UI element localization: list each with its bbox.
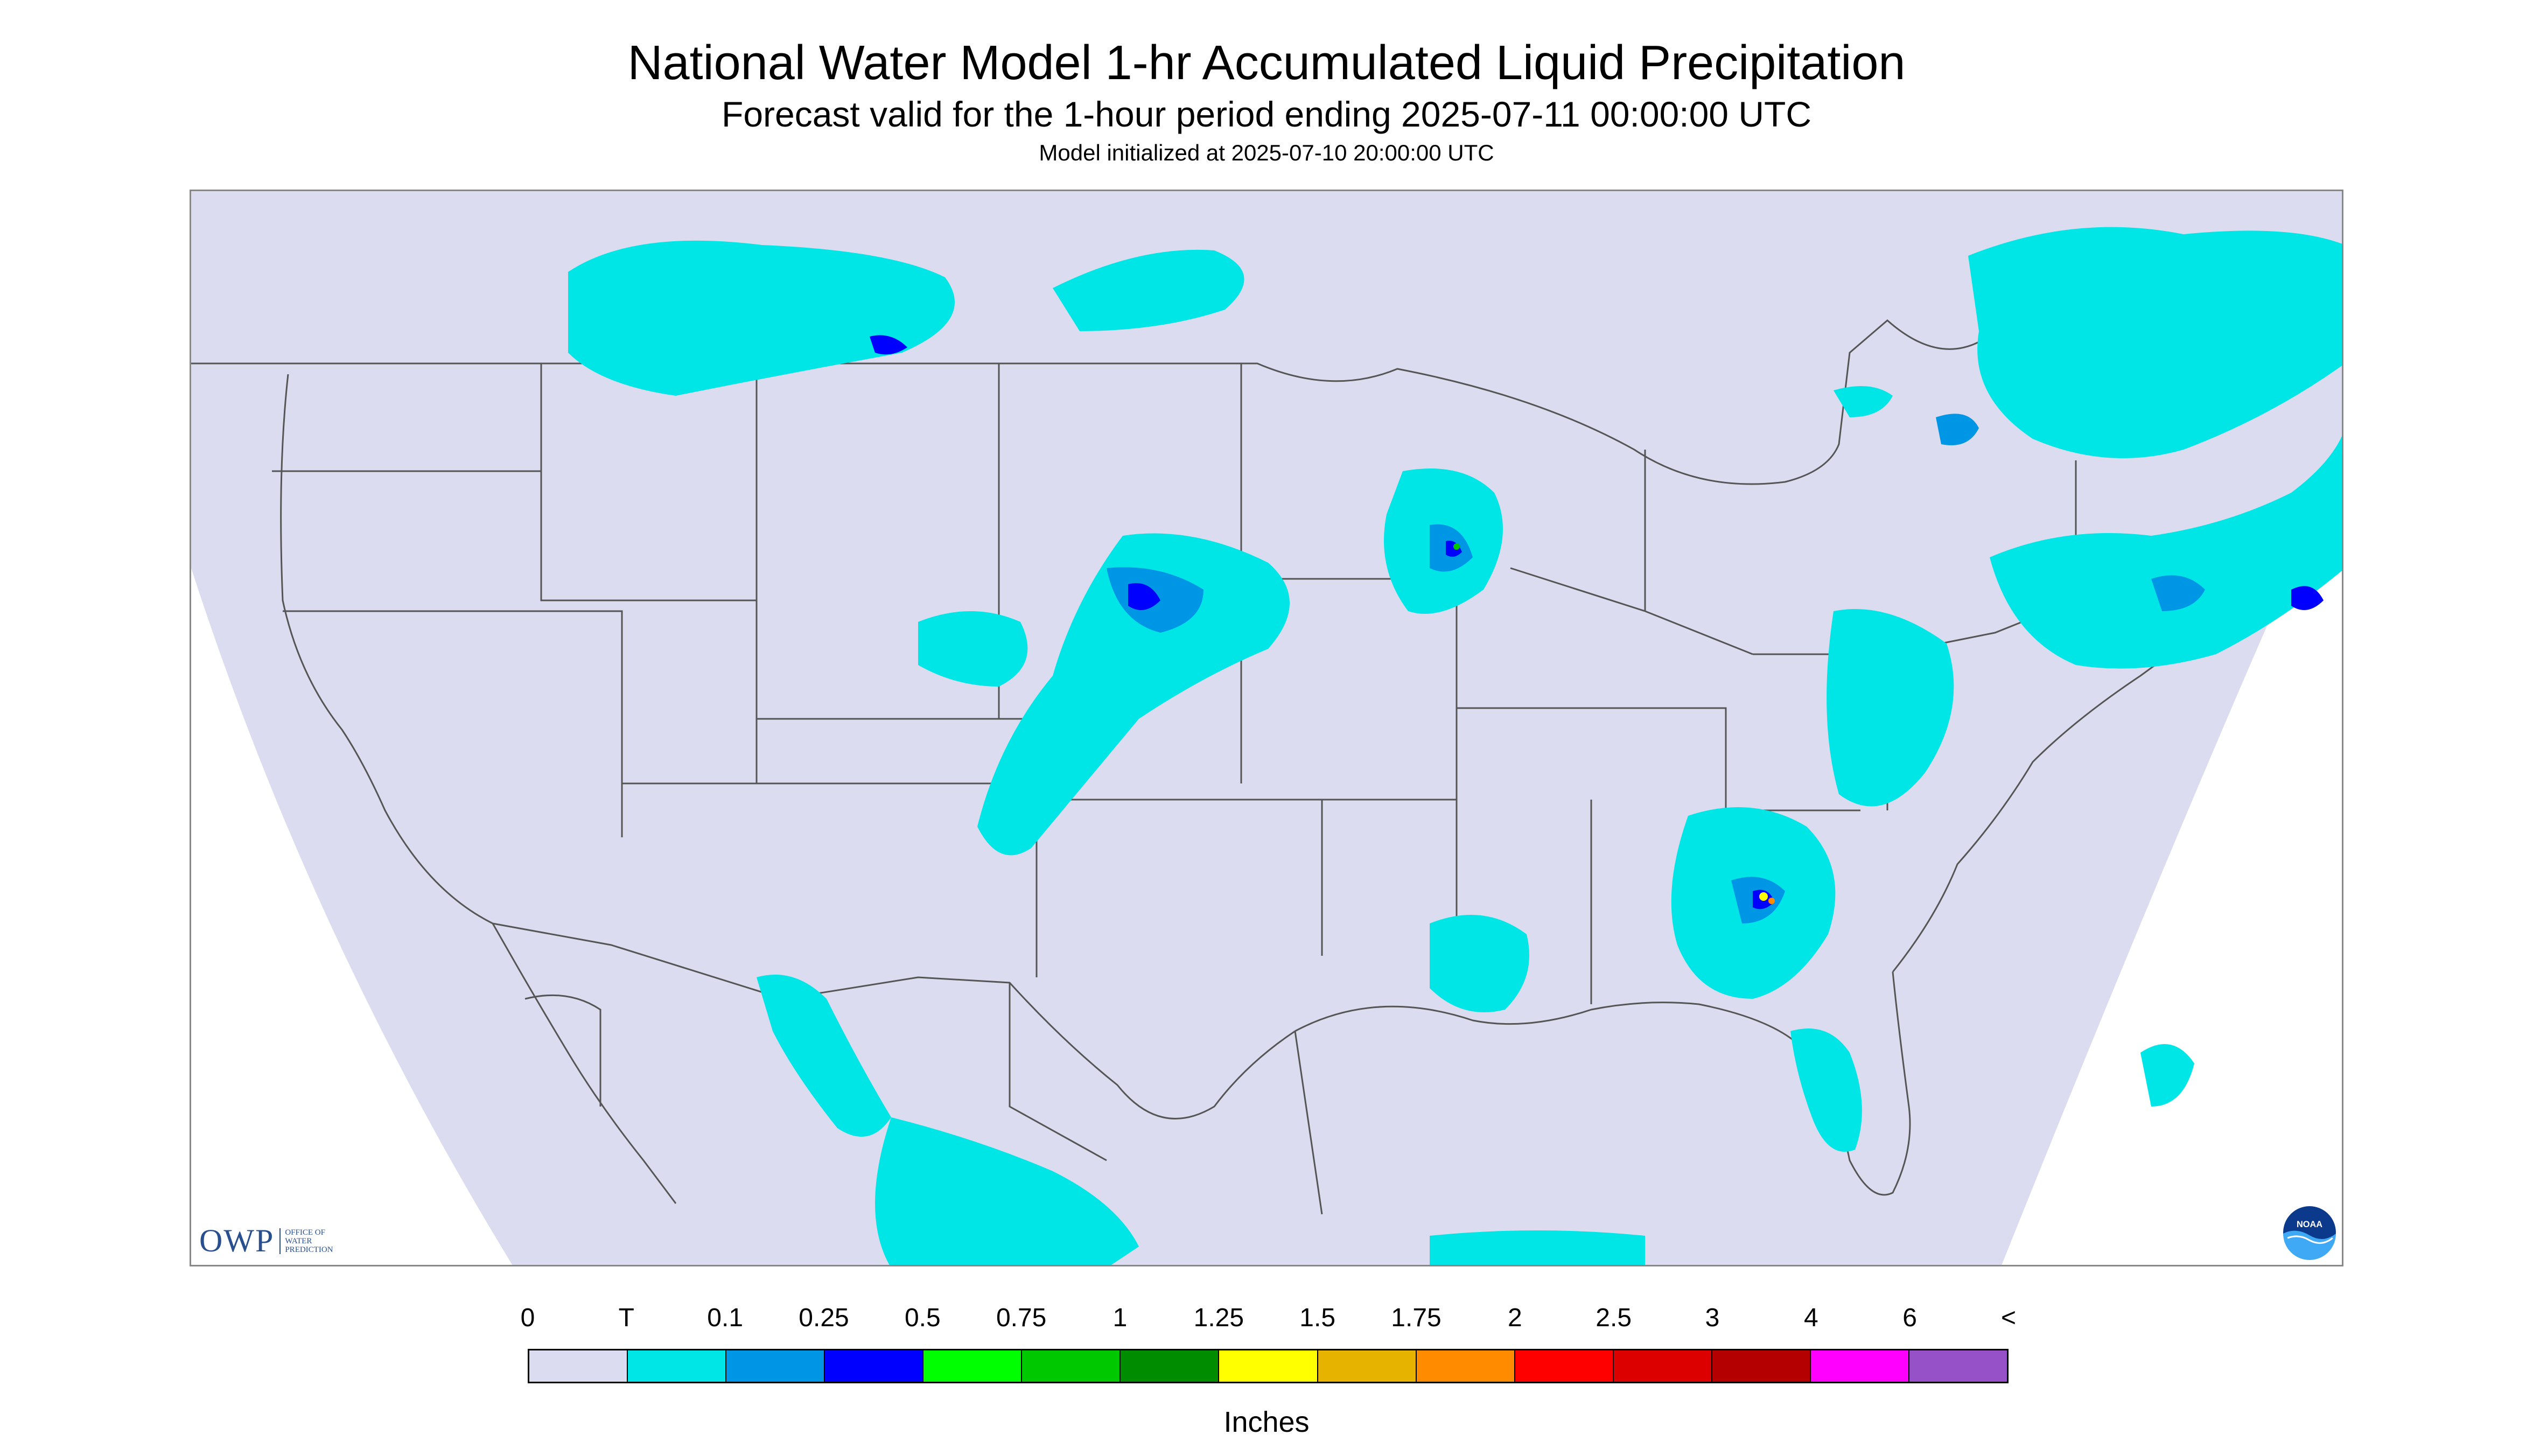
legend-tick-label: 4 xyxy=(1803,1304,1818,1332)
legend-units: Inches xyxy=(1223,1406,1310,1438)
legend-swatch xyxy=(529,1350,628,1382)
legend-swatch xyxy=(1318,1350,1417,1382)
owp-logo: OWP OFFICE OF WATER PREDICTION xyxy=(199,1222,333,1259)
legend-tick-label: T xyxy=(618,1304,634,1332)
owp-logo-text: OWP xyxy=(199,1223,275,1258)
legend-swatch xyxy=(825,1350,924,1382)
noaa-logo-icon: NOAA xyxy=(2283,1206,2336,1260)
legend-swatch xyxy=(1515,1350,1614,1382)
legend-swatch xyxy=(1613,1350,1712,1382)
legend-tick-label: 2.5 xyxy=(1596,1304,1632,1332)
legend-tick-label: 0.1 xyxy=(707,1304,744,1332)
legend-swatch xyxy=(726,1350,825,1382)
legend-tick-label: 1.5 xyxy=(1299,1304,1336,1332)
model-init-time: Model initialized at 2025-07-10 20:00:00… xyxy=(1039,140,1494,165)
legend-swatch xyxy=(1121,1350,1220,1382)
legend-tick-label: 2 xyxy=(1507,1304,1522,1332)
legend-colorbar xyxy=(528,1349,2009,1383)
legend-labels: 0 T 0.1 0.25 0.5 0.75 1 1.25 1.5 1.75 2 2.5 3 4 6 < xyxy=(0,1303,2533,1341)
legend-swatch xyxy=(1810,1350,1909,1382)
owp-logo-subtext: OFFICE OF WATER PREDICTION xyxy=(279,1228,333,1254)
legend-swatch xyxy=(1022,1350,1121,1382)
legend-tick-label: 1.25 xyxy=(1193,1304,1244,1332)
model-domain xyxy=(191,191,2342,1265)
map-title: National Water Model 1-hr Accumulated Li… xyxy=(627,36,1906,90)
legend-swatch xyxy=(923,1350,1023,1382)
legend-tick-label: 0 xyxy=(520,1304,535,1332)
legend-tick-label: 0.25 xyxy=(799,1304,849,1332)
legend-tick-label: 3 xyxy=(1705,1304,1720,1332)
legend-swatch xyxy=(1909,1350,2007,1382)
legend-tick-label: 1 xyxy=(1112,1304,1128,1332)
map-subtitle: Forecast valid for the 1-hour period end… xyxy=(722,94,1811,134)
legend-tick-label: 1.75 xyxy=(1391,1304,1442,1332)
legend-tick-label: 6 xyxy=(1902,1304,1918,1332)
legend-swatch xyxy=(1416,1350,1515,1382)
owp-sub-line-1: OFFICE OF xyxy=(285,1228,325,1237)
legend-tick-label: < xyxy=(2000,1304,2017,1332)
legend-tick-label: 0.5 xyxy=(904,1304,941,1332)
owp-sub-line-2: WATER xyxy=(285,1236,312,1245)
noaa-logo-text: NOAA xyxy=(2297,1220,2322,1229)
precip-trace xyxy=(568,227,2342,1265)
precip-moderate xyxy=(1107,414,2205,923)
legend-swatch xyxy=(628,1350,727,1382)
legend-swatch xyxy=(1712,1350,1811,1382)
precip-intense xyxy=(1453,543,1775,904)
precipitation-map xyxy=(190,190,2343,1266)
owp-sub-line-3: PREDICTION xyxy=(285,1245,333,1254)
legend-tick-label: 0.75 xyxy=(996,1304,1047,1332)
legend-swatch xyxy=(1219,1350,1318,1382)
